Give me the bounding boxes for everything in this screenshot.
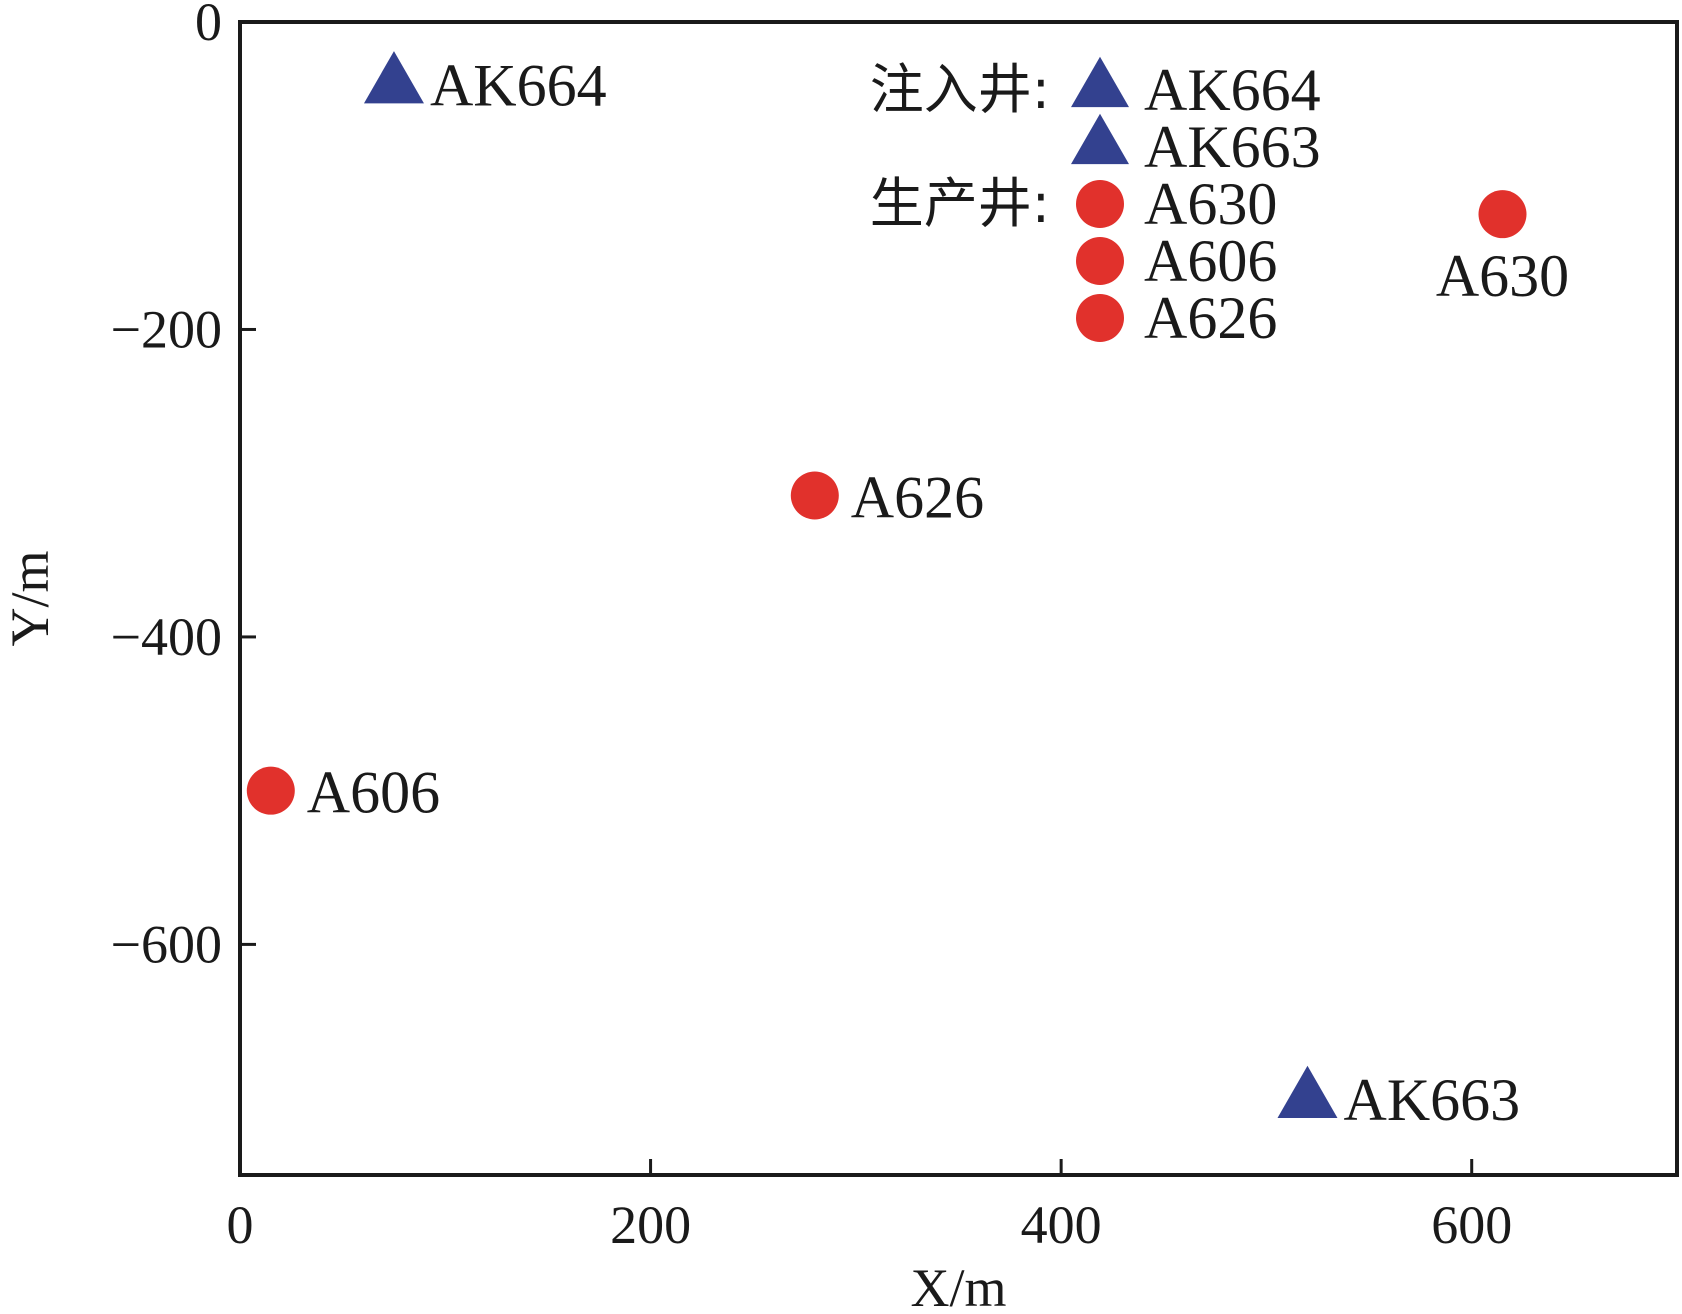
injection-well-marker [363, 51, 424, 104]
x-tick-label: 600 [1431, 1195, 1512, 1255]
plot-frame [238, 20, 1679, 1177]
x-axis-title: X/m [910, 1258, 1006, 1314]
x-tick-label: 0 [227, 1195, 254, 1255]
y-tick-label: −400 [111, 607, 222, 667]
legend-circle-marker [1076, 237, 1124, 285]
y-axis-title: Y/m [0, 550, 60, 646]
legend-triangle-marker [1071, 56, 1129, 108]
production-well-marker [790, 471, 839, 520]
legend-triangle-marker [1071, 113, 1129, 165]
legend-entry: AK664 [1144, 57, 1321, 123]
y-tick-label: −200 [111, 299, 222, 359]
x-tick-label: 200 [610, 1195, 691, 1255]
production-well-marker [246, 766, 295, 815]
legend-group-heading: 生产井: [870, 172, 1050, 235]
legend-entry: AK663 [1144, 114, 1321, 180]
legend-entry: A626 [1144, 285, 1277, 351]
y-tick-label: 0 [195, 0, 222, 52]
y-tick-label: −600 [111, 914, 222, 974]
legend-entry: A606 [1144, 228, 1277, 294]
well-label: A630 [1436, 243, 1569, 309]
legend-entry: A630 [1144, 171, 1277, 237]
injection-well-marker [1277, 1065, 1338, 1118]
well-label: A626 [851, 464, 984, 530]
well-label: A606 [307, 760, 440, 826]
legend-group-heading: 注入井: [870, 58, 1050, 121]
well-label: AK664 [430, 52, 607, 118]
x-tick-label: 400 [1021, 1195, 1102, 1255]
legend-circle-marker [1076, 294, 1124, 342]
well-label: AK663 [1343, 1067, 1520, 1133]
legend-circle-marker [1076, 180, 1124, 228]
production-well-marker [1478, 190, 1527, 239]
